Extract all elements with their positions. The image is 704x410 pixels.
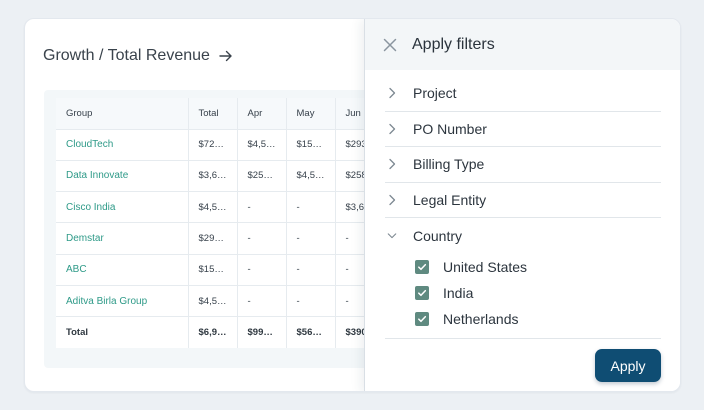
total-cell: $560.9	[286, 316, 336, 348]
arrow-right-icon[interactable]	[218, 48, 234, 64]
table-row: Demstar $293.2... - - -	[56, 222, 396, 255]
close-icon[interactable]	[383, 38, 397, 52]
table-row: Aditva Birla Group $4,539... - - -	[56, 285, 396, 318]
page-title[interactable]: Growth / Total Revenue	[43, 47, 234, 65]
table-cell: -	[286, 285, 336, 318]
filter-label: Legal Entity	[413, 191, 487, 208]
report-pane: Growth / Total Revenue Group Total Apr	[25, 19, 396, 391]
table-row: ABC $158.0... - - -	[56, 254, 396, 286]
filter-label: Billing Type	[413, 156, 485, 173]
table-cell: -	[286, 191, 336, 224]
table-cell: -	[237, 222, 287, 255]
group-link[interactable]: Data Innovate	[56, 160, 189, 193]
chevron-right-icon	[387, 87, 397, 99]
group-link[interactable]: Aditva Birla Group	[56, 285, 189, 318]
checkbox-checked[interactable]	[415, 260, 429, 274]
table-cell: $158.0...	[188, 254, 238, 286]
total-cell: $6,998...	[188, 316, 238, 348]
page-title-text: Growth / Total Revenue	[43, 47, 210, 64]
option-label: India	[443, 285, 474, 301]
filter-country: Country United States India	[385, 218, 661, 339]
total-label: Total	[56, 316, 189, 348]
table-container: Group Total Apr May Jun CloudTech $720.9…	[44, 90, 396, 368]
revenue-table: Group Total Apr May Jun CloudTech $720.9…	[56, 98, 396, 348]
filter-legal-entity[interactable]: Legal Entity	[385, 183, 661, 218]
filter-country-toggle[interactable]: Country	[385, 218, 661, 254]
filter-po-number[interactable]: PO Number	[385, 112, 661, 147]
drawer-title: Apply filters	[412, 35, 495, 53]
chevron-right-icon	[387, 158, 397, 170]
table-row: Cisco India $4,539... - - $3,60	[56, 191, 396, 224]
total-cell: $998.1...	[237, 316, 287, 348]
table-cell: -	[286, 222, 336, 255]
filter-label: Country	[413, 228, 463, 244]
table-cell: -	[237, 191, 287, 224]
table-header-row: Group Total Apr May Jun	[56, 98, 396, 130]
column-header-may[interactable]: May	[286, 98, 336, 130]
table-cell: $4,539...	[286, 160, 336, 193]
table-cell: $3,600...	[188, 160, 238, 193]
table-cell: $293.2...	[188, 222, 238, 255]
filter-billing-type[interactable]: Billing Type	[385, 147, 661, 183]
table-cell: -	[237, 285, 287, 318]
table-cell: $158.0...	[286, 129, 336, 161]
group-link[interactable]: Cisco India	[56, 191, 189, 224]
table-row: Data Innovate $3,600... $258.0... $4,539…	[56, 160, 396, 193]
checkbox-checked[interactable]	[415, 312, 429, 326]
filter-label: Project	[413, 85, 457, 102]
filter-drawer: Apply filters Project PO Number Billing …	[364, 19, 680, 391]
table-frame: Group Total Apr May Jun CloudTech $720.9…	[56, 98, 396, 348]
checkbox-checked[interactable]	[415, 286, 429, 300]
table-cell: -	[237, 254, 287, 286]
country-option-netherlands[interactable]: Netherlands	[385, 306, 661, 332]
column-header-apr[interactable]: Apr	[237, 98, 287, 130]
table-cell: -	[286, 254, 336, 286]
option-label: Netherlands	[443, 311, 519, 327]
column-header-group[interactable]: Group	[56, 98, 189, 130]
table-cell: $4,539...	[188, 191, 238, 224]
drawer-header: Apply filters	[365, 19, 680, 70]
revenue-card: Growth / Total Revenue Group Total Apr	[24, 18, 681, 392]
option-label: United States	[443, 259, 528, 275]
chevron-right-icon	[387, 194, 397, 206]
chevron-right-icon	[387, 123, 397, 135]
filter-project[interactable]: Project	[385, 76, 661, 112]
table-cell: $4,539...	[237, 129, 287, 161]
group-link[interactable]: CloudTech	[56, 129, 189, 161]
apply-button[interactable]: Apply	[595, 349, 661, 382]
table-total-row: Total $6,998... $998.1... $560.9 $390	[56, 316, 396, 348]
country-option-india[interactable]: India	[385, 280, 661, 306]
group-link[interactable]: ABC	[56, 254, 189, 286]
table-cell: $258.0...	[237, 160, 287, 193]
column-header-total[interactable]: Total	[188, 98, 238, 130]
filter-label: PO Number	[413, 120, 487, 137]
country-option-united-states[interactable]: United States	[385, 254, 661, 280]
chevron-down-icon	[387, 230, 397, 242]
table-row: CloudTech $720.98 $4,539... $158.0... $2…	[56, 129, 396, 161]
table-cell: $720.98	[188, 129, 238, 161]
table-cell: $4,539...	[188, 285, 238, 318]
filter-list: Project PO Number Billing Type Legal Ent…	[385, 76, 661, 339]
group-link[interactable]: Demstar	[56, 222, 189, 255]
